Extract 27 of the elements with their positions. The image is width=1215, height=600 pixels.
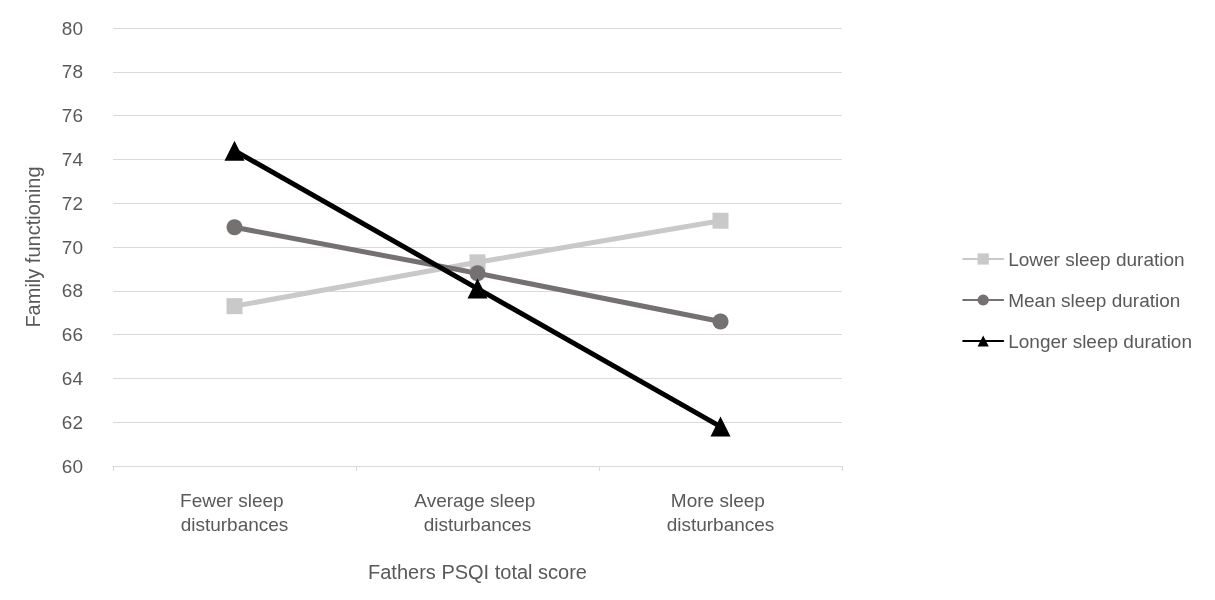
y-tick-label: 72 <box>61 192 83 214</box>
y-tick-label: 78 <box>61 61 83 83</box>
y-tick-label: 60 <box>61 455 83 477</box>
point <box>467 278 488 299</box>
y-axis-title: Family functioning <box>22 166 44 328</box>
legend-label: Lower sleep duration <box>1008 248 1185 270</box>
point <box>226 298 243 315</box>
point <box>712 212 729 229</box>
point <box>226 219 243 236</box>
legend-label: Mean sleep duration <box>1008 289 1181 311</box>
y-tick-label: 70 <box>61 236 83 258</box>
point <box>469 265 486 282</box>
y-tick-label: 74 <box>61 148 84 170</box>
y-tick-label: 64 <box>61 367 84 389</box>
x-tick-label: Fewer sleep disturbances <box>180 489 289 535</box>
y-tick-label: 62 <box>61 411 83 433</box>
y-tick-label: 68 <box>61 280 83 302</box>
x-tick-label: More sleep disturbances <box>666 489 775 535</box>
x-axis-title: Fathers PSQI total score <box>368 561 587 583</box>
point <box>710 416 731 437</box>
y-tick-label: 80 <box>61 17 83 39</box>
y-tick-label: 76 <box>61 105 83 127</box>
point <box>712 313 729 330</box>
x-tick-label: Average sleep disturbances <box>414 489 541 535</box>
point <box>224 140 245 161</box>
legend-label: Longer sleep duration <box>1008 330 1193 352</box>
y-tick-label: 66 <box>61 324 83 346</box>
